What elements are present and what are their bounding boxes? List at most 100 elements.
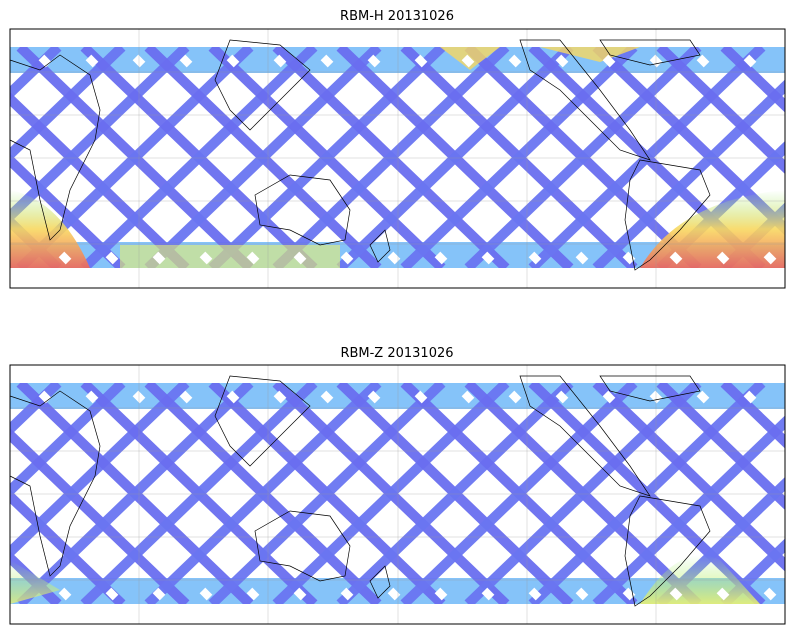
swath-track [592,415,785,604]
warm-region [120,245,340,268]
warm-region [10,560,60,604]
coastline [519,39,651,161]
gap [763,251,777,265]
gap [602,390,616,404]
warm-region [640,555,760,604]
gap [575,587,589,601]
swath-track [10,383,62,437]
swath-track [144,383,382,604]
swath-track [784,50,785,52]
swath-track [720,47,785,113]
swath-track [784,263,785,265]
swath-track [10,47,190,224]
gap [696,54,710,68]
gap [226,54,240,68]
gap [58,251,72,265]
gap [58,587,72,601]
coastline [599,375,701,402]
coastline [599,39,701,66]
gap [743,54,757,68]
gap [575,251,589,265]
coastline [214,375,311,467]
swath-track [400,47,638,268]
swath-track [784,599,785,601]
gap [387,251,401,265]
gap [367,390,381,404]
gap [152,587,166,601]
gap [387,587,401,601]
gap [555,390,569,404]
warm-region [10,190,90,268]
gap [669,251,683,265]
swath-track [528,47,766,268]
gap [340,251,354,265]
gap [85,54,99,68]
gap [508,54,522,68]
gap [481,251,495,265]
swath-track [80,47,318,268]
gap [743,390,757,404]
map-frame [9,28,786,289]
gap [763,587,777,601]
swath-track [10,489,126,604]
swath-track [208,47,446,268]
swath-track [464,47,702,268]
gap [273,390,287,404]
coastline [254,174,351,246]
gap [716,587,730,601]
coastline [214,39,311,131]
swath-track [720,538,785,604]
swath-track [784,386,785,388]
gap [461,54,475,68]
gap [508,390,522,404]
coastline [624,495,711,607]
swath-track [272,383,510,604]
warm-region [440,47,640,70]
swath-track [336,47,574,268]
map-panel [9,364,786,625]
gap [696,390,710,404]
gap [273,54,287,68]
gap [528,251,542,265]
gap [85,390,99,404]
gap [622,587,636,601]
gap [528,587,542,601]
gap [105,251,119,265]
gap [246,251,260,265]
swath-track [464,383,702,604]
coastline [254,510,351,582]
swath-track [80,383,318,604]
gap [179,390,193,404]
swath-track [16,383,254,604]
gap [199,251,213,265]
coastline [9,390,101,577]
gap [555,54,569,68]
swath-track [208,383,446,604]
coastline [519,375,651,497]
gap [320,54,334,68]
gap [152,251,166,265]
swath-track [400,383,638,604]
coastline [9,54,101,241]
gap [481,587,495,601]
gap [434,587,448,601]
map-frame [9,364,786,625]
gap [434,251,448,265]
panel-title: RBM-H 20131026 [340,9,454,24]
swath-track [10,383,190,560]
swath-track [10,47,126,162]
swath-track [10,153,126,268]
coastline [369,229,391,263]
gap [414,54,428,68]
gap [669,587,683,601]
gap [246,587,260,601]
swath-track [10,383,126,498]
gap [105,587,119,601]
panel-title: RBM-Z 20131026 [340,346,453,361]
gap [179,54,193,68]
map-panel [9,28,786,289]
gap [602,54,616,68]
swath-track [592,79,785,268]
